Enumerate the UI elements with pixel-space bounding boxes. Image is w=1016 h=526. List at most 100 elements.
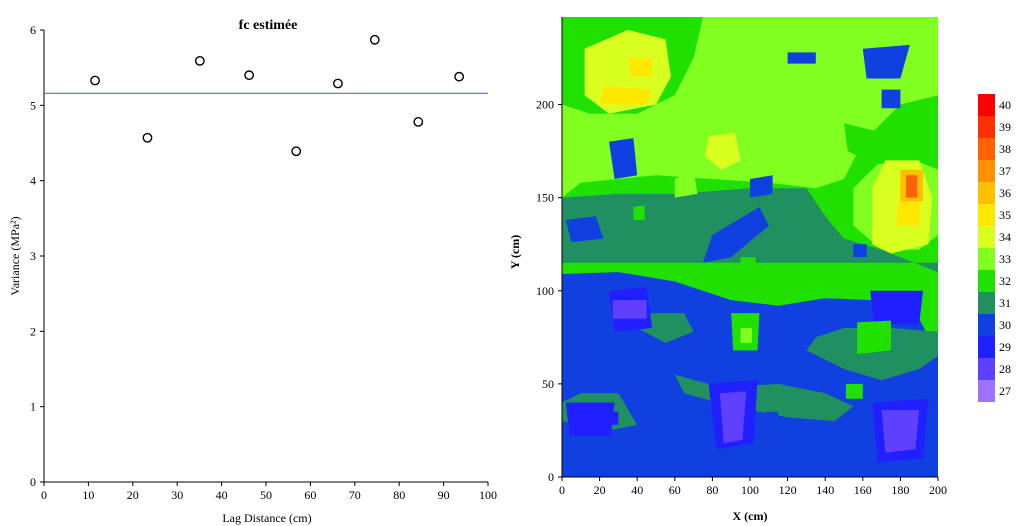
colorbar-label: 32 xyxy=(999,274,1011,288)
contour-zone xyxy=(703,207,769,263)
contour-zone xyxy=(633,205,645,220)
contour-zone xyxy=(740,257,756,276)
y-tick-label: 0 xyxy=(30,475,36,489)
data-point xyxy=(90,75,100,86)
x-tick-label: 80 xyxy=(393,488,405,502)
colorbar-label: 36 xyxy=(999,186,1011,200)
colorbar: 40 39 38 37 36 35 34 33 32 31 30 29 28 27 xyxy=(978,94,1011,402)
y-tick-label: 100 xyxy=(536,284,554,298)
colorbar-label: 31 xyxy=(999,296,1011,310)
colorbar-label: 40 xyxy=(999,98,1011,112)
contour-axes: 0 20 40 60 80 100 120 140 160 180 200 0 50 100 150 200 xyxy=(536,17,947,497)
x-tick-label: 90 xyxy=(438,488,450,502)
contour-zone xyxy=(806,328,938,381)
contour-zone xyxy=(565,402,615,436)
x-tick-label: 70 xyxy=(349,488,361,502)
colorbar-label: 29 xyxy=(999,340,1011,354)
contour-zone xyxy=(857,320,891,355)
y-tick-label: 2 xyxy=(30,324,36,338)
contour-zone xyxy=(627,58,653,77)
x-tick-label: 140 xyxy=(816,483,834,497)
x-tick-label: 40 xyxy=(216,488,228,502)
x-tick-label: 60 xyxy=(304,488,316,502)
contour-zone xyxy=(787,52,816,64)
colorbar-label: 38 xyxy=(999,142,1011,156)
variogram-title: fc estimée xyxy=(239,18,298,33)
colorbar-label: 34 xyxy=(999,230,1011,244)
x-tick-label: 80 xyxy=(706,483,718,497)
contour-zone xyxy=(674,374,854,422)
x-tick-label: 60 xyxy=(669,483,681,497)
colorbar-swatch xyxy=(978,138,995,160)
contour-zone xyxy=(765,411,779,429)
colorbar-swatch xyxy=(978,314,995,336)
y-tick-label: 50 xyxy=(542,377,554,391)
data-point xyxy=(244,70,255,81)
contour-map-chart: 0 20 40 60 80 100 120 140 160 180 200050100150200 … xyxy=(508,17,1011,523)
variogram-points xyxy=(90,34,465,157)
data-point xyxy=(194,55,205,66)
colorbar-label: 30 xyxy=(999,318,1011,332)
colorbar-label: 33 xyxy=(999,252,1011,266)
contour-zone xyxy=(599,85,653,105)
contour-zone xyxy=(844,113,938,170)
y-tick-label: 200 xyxy=(536,98,554,112)
y-tick-label: 0 xyxy=(548,470,554,484)
x-tick-label: 180 xyxy=(891,483,909,497)
contour-zone xyxy=(906,175,918,198)
x-tick-label: 160 xyxy=(854,483,872,497)
colorbar-swatch xyxy=(978,204,995,226)
x-tick-label: 100 xyxy=(479,488,497,502)
contour-zone xyxy=(594,411,619,425)
colorbar-swatch xyxy=(978,160,995,182)
contour-zone xyxy=(881,89,901,109)
contour-zone xyxy=(674,169,698,198)
y-tick-label: 150 xyxy=(536,191,554,205)
x-tick-label: 10 xyxy=(82,488,94,502)
x-tick-label: 20 xyxy=(127,488,139,502)
y-tick-label: 1 xyxy=(30,400,36,414)
x-tick-label: 0 xyxy=(559,483,565,497)
x-tick-label: 40 xyxy=(631,483,643,497)
contour-ylabel: Y (cm) xyxy=(508,235,522,270)
contour-zone xyxy=(612,300,647,319)
contour-zone xyxy=(704,132,741,170)
data-point xyxy=(413,117,424,127)
y-tick-label: 4 xyxy=(30,174,36,188)
colorbar-label: 37 xyxy=(999,164,1011,178)
data-point xyxy=(142,132,153,143)
colorbar-swatch xyxy=(978,226,995,248)
colorbar-swatch xyxy=(978,292,995,314)
x-tick-label: 20 xyxy=(594,483,606,497)
colorbar-swatch xyxy=(978,182,995,204)
contour-zone xyxy=(881,410,920,453)
variogram-ylabel: Variance (MPa²) xyxy=(8,216,22,295)
contour-zone xyxy=(637,313,694,343)
contour-map xyxy=(562,17,938,477)
y-tick-label: 3 xyxy=(30,249,36,263)
colorbar-swatch xyxy=(978,270,995,292)
colorbar-swatch xyxy=(978,336,995,358)
data-point xyxy=(291,146,302,157)
contour-zone xyxy=(870,290,923,325)
data-point xyxy=(454,71,465,82)
contour-zone xyxy=(750,175,773,198)
contour-zone xyxy=(862,44,910,79)
data-point xyxy=(369,34,380,45)
variogram-axes: 0 10 20 30 40 50 60 70 80 90 100 0 1 2 3 4 5 6 xyxy=(30,23,497,502)
colorbar-label: 28 xyxy=(999,362,1011,376)
contour-zone xyxy=(853,244,867,258)
variogram-xlabel: Lag Distance (cm) xyxy=(222,511,311,525)
contour-zone xyxy=(565,216,604,243)
colorbar-swatch xyxy=(978,358,995,380)
colorbar-swatch xyxy=(978,380,995,402)
variogram-chart: fc estimée 0 10 20 30 40 50 60 70 80 90 100 0 1 2 3 4 5 6… xyxy=(8,18,497,525)
colorbar-label: 27 xyxy=(999,384,1011,398)
colorbar-swatch xyxy=(978,116,995,138)
y-tick-label: 6 xyxy=(30,23,36,37)
contour-zone xyxy=(719,391,747,444)
x-tick-label: 30 xyxy=(171,488,183,502)
colorbar-swatch xyxy=(978,248,995,270)
data-point xyxy=(333,78,343,89)
x-tick-label: 200 xyxy=(929,483,947,497)
